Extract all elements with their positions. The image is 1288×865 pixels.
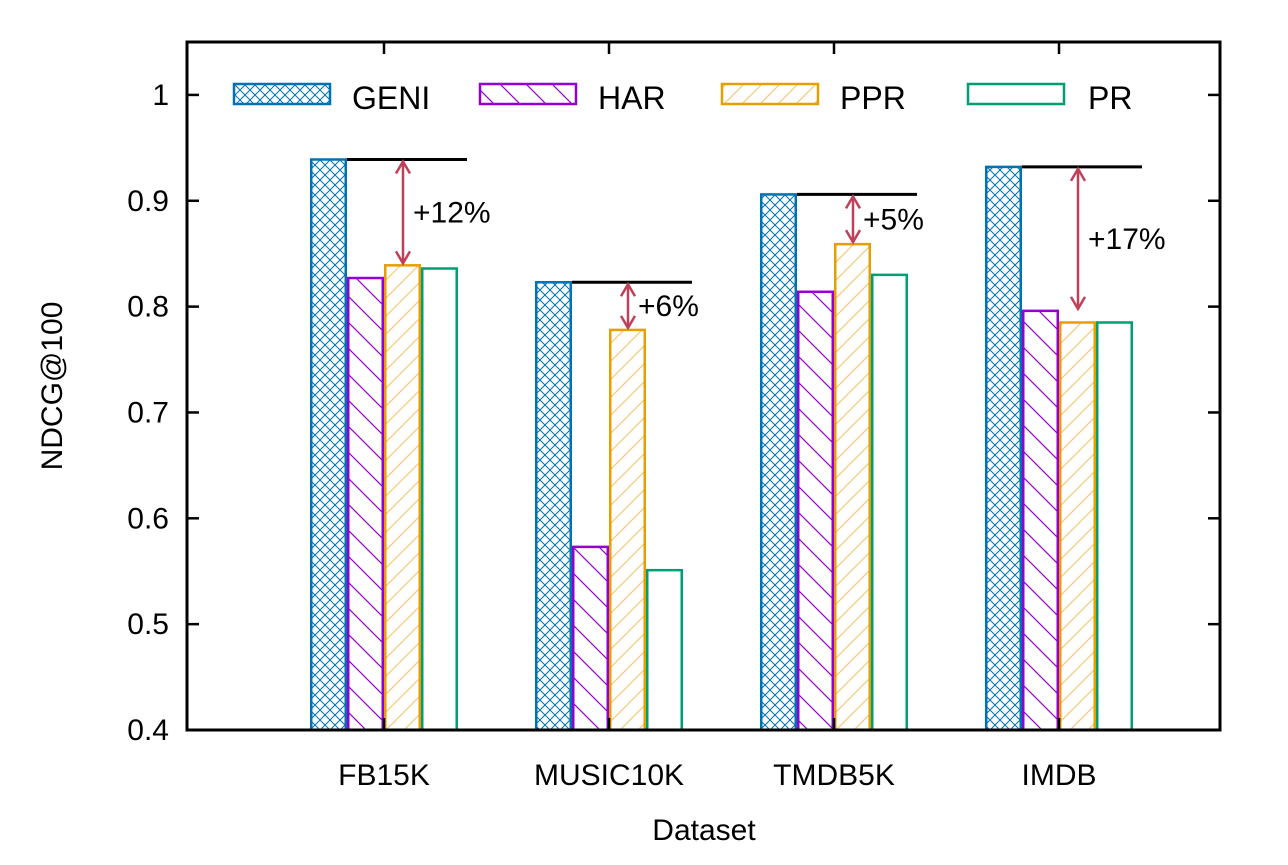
arrow-head-up	[394, 159, 412, 175]
legend: GENI HAR PPR PR	[232, 80, 1132, 116]
y-axis: 0.4 0.5 0.6 0.7 0.8 0.9 1	[127, 79, 1220, 747]
bar-geni-music10k	[535, 281, 572, 732]
legend-label-ppr: PPR	[840, 80, 906, 116]
bar-har-music10k	[572, 545, 609, 732]
bar-har-tmdb5k	[797, 290, 834, 732]
legend-label-geni: GENI	[352, 80, 430, 116]
legend-swatch-pr	[966, 82, 1066, 106]
y-tick-label: 0.5	[127, 608, 169, 641]
x-axis-title: Dataset	[652, 814, 756, 847]
bar-ppr-fb15k	[384, 264, 421, 732]
y-tick-label: 0.7	[127, 396, 169, 429]
bar-ppr-music10k	[609, 328, 646, 732]
bars-layer	[310, 158, 1133, 732]
bar-pr-music10k	[646, 568, 683, 732]
bar-geni-imdb	[985, 165, 1022, 732]
improvement-label: +17%	[1088, 223, 1166, 256]
bar-har-imdb	[1022, 309, 1059, 732]
legend-label-pr: PR	[1088, 80, 1132, 116]
arrow-head-down	[1069, 296, 1087, 312]
improvement-label: +5%	[863, 203, 924, 236]
bar-pr-imdb	[1096, 321, 1133, 732]
bar-pr-fb15k	[421, 267, 458, 732]
arrow-head-up	[844, 193, 862, 210]
bar-har-fb15k	[347, 276, 384, 732]
x-axis: FB15K MUSIC10K TMDB5K IMDB	[338, 42, 1097, 792]
y-tick-label: 0.6	[127, 502, 169, 535]
plot-frame	[185, 40, 1222, 732]
arrow-head-down	[844, 229, 862, 245]
bar-ppr-tmdb5k	[834, 242, 871, 732]
y-tick-label: 0.4	[127, 714, 169, 747]
legend-swatch-geni	[232, 82, 332, 106]
improvement-label: +12%	[413, 196, 491, 229]
y-tick-label: 0.9	[127, 185, 169, 218]
y-tick-label: 1	[152, 79, 169, 112]
x-tick-label: IMDB	[1022, 759, 1097, 792]
x-tick-label: FB15K	[338, 759, 430, 792]
arrow-head-up	[1069, 166, 1087, 182]
bar-pr-tmdb5k	[871, 273, 908, 732]
y-axis-title: NDCG@100	[36, 302, 69, 471]
x-tick-label: MUSIC10K	[534, 759, 684, 792]
arrow-head-up	[619, 281, 637, 297]
annotations-layer: +12% +6% +5% +17%	[347, 157, 1166, 331]
arrow-head-down	[394, 250, 412, 266]
bar-ppr-imdb	[1059, 321, 1096, 732]
arrow-head-down	[619, 315, 637, 331]
legend-swatch-ppr	[720, 82, 820, 106]
improvement-label: +6%	[638, 290, 699, 323]
y-tick-label: 0.8	[127, 291, 169, 324]
x-tick-label: TMDB5K	[773, 759, 895, 792]
bar-geni-tmdb5k	[760, 193, 797, 732]
legend-swatch-har	[478, 82, 578, 106]
bar-geni-fb15k	[310, 158, 347, 732]
legend-label-har: HAR	[598, 80, 666, 116]
